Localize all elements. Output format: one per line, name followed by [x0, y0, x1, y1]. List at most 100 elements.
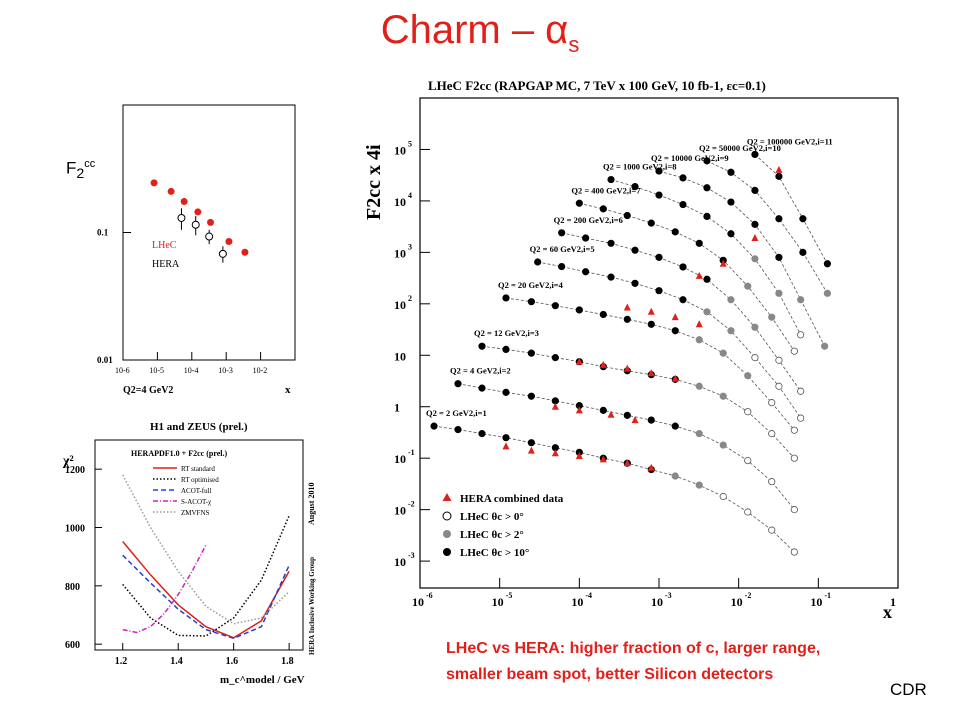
- big-series-line: [754, 154, 828, 264]
- big-point: [454, 380, 462, 388]
- big-point: [679, 200, 687, 209]
- big-point: [768, 399, 776, 407]
- big-series-label: Q2 = 1000 GeV2,i=8: [603, 162, 676, 172]
- big-series-line: [579, 202, 795, 352]
- big-series-label: Q2 = 2 GeV2,i=1: [426, 408, 487, 418]
- chi-xtick-label: 1.8: [281, 656, 294, 667]
- big-point: [775, 289, 783, 297]
- big-point: [599, 310, 607, 319]
- small-legend-hera: HERA: [152, 259, 180, 270]
- chi-series-line: [122, 474, 290, 625]
- big-series-line: [457, 383, 795, 510]
- big-series-label: Q2 = 60 GeV2,i=5: [530, 244, 595, 254]
- big-legend-label: LHeC θc > 0°: [460, 511, 524, 523]
- small-chart-ylabel: F2cc: [66, 158, 96, 183]
- big-hera-point: [607, 410, 615, 418]
- big-hera-point: [575, 452, 583, 460]
- big-legend-label: LHeC θc > 2°: [460, 529, 524, 541]
- small-xtick-label: 10-5: [149, 366, 164, 375]
- chi-title: H1 and ZEUS (prel.): [150, 421, 248, 433]
- big-series-line: [706, 160, 828, 294]
- chi-series-line: [122, 544, 207, 634]
- big-series-line: [505, 297, 795, 431]
- big-point: [751, 354, 759, 362]
- chi-ytick-label: 1000: [65, 524, 85, 535]
- big-hera-point: [502, 442, 510, 450]
- small-hera-point: [177, 213, 186, 222]
- big-point: [655, 253, 663, 261]
- big-ytick-exp: 4: [408, 191, 412, 200]
- chi-ytick-label: 1200: [65, 465, 85, 476]
- big-point: [790, 426, 798, 434]
- big-series-label: Q2 = 20 GeV2,i=4: [498, 280, 564, 290]
- big-point: [623, 315, 631, 323]
- big-xtick-exp: -3: [665, 591, 672, 600]
- big-point: [727, 198, 735, 206]
- small-ytick-label: 0.01: [97, 355, 113, 365]
- small-lhec-point: [241, 248, 249, 256]
- big-point: [727, 327, 735, 335]
- caption-line-1: LHeC vs HERA: higher fraction of c, larg…: [446, 640, 821, 657]
- big-point: [727, 230, 735, 238]
- big-point: [478, 384, 486, 392]
- caption-line-2: smaller beam spot, better Silicon detect…: [446, 666, 774, 683]
- big-point: [797, 387, 805, 395]
- big-point: [790, 454, 798, 462]
- big-point: [695, 430, 703, 438]
- chi-xtick-label: 1.4: [170, 656, 183, 667]
- big-series-line: [537, 261, 802, 419]
- big-point: [775, 215, 783, 223]
- big-point: [823, 260, 832, 268]
- big-point: [551, 354, 559, 362]
- big-series-label: Q2 = 12 GeV2,i=3: [474, 328, 539, 338]
- big-ylabel: F2cc x 4i: [363, 144, 385, 220]
- big-point: [768, 478, 776, 486]
- small-lhec-point: [207, 218, 215, 226]
- big-point: [703, 184, 711, 192]
- small-hera-point: [218, 249, 227, 258]
- big-hera-point: [551, 449, 559, 457]
- chi-legend-label: S-ACOT-χ: [181, 498, 212, 506]
- big-point: [534, 258, 542, 266]
- big-point: [551, 302, 559, 310]
- big-series-label: Q2 = 100000 GeV2,i=11: [747, 136, 833, 146]
- chi-series-line: [122, 554, 290, 640]
- chi-xlabel: m_c^model / GeV: [220, 674, 305, 686]
- small-f2cc-chart: 10-6 10-5 10-4 10-3 10-2 0.1 0.01 x Q2=4 GeV2 LHe…: [97, 104, 296, 396]
- big-ytick-label: 10: [394, 452, 406, 466]
- small-hera-point: [205, 232, 214, 241]
- big-point: [655, 167, 663, 175]
- big-point: [527, 392, 535, 400]
- big-xlabel: x: [883, 602, 892, 622]
- chi-side-group: HERA Inclusive Working Group: [308, 557, 316, 655]
- big-hera-point: [527, 446, 535, 454]
- big-point: [695, 239, 703, 247]
- big-series-label: Q2 = 400 GeV2,i=7: [571, 185, 641, 195]
- big-point: [502, 434, 510, 442]
- big-xtick-label: 10: [810, 595, 822, 609]
- big-series-label: Q2 = 50000 GeV2,i=10: [699, 143, 781, 153]
- big-point: [655, 287, 663, 295]
- big-hera-point: [695, 320, 703, 328]
- big-point: [703, 308, 711, 316]
- big-series-line: [658, 170, 825, 347]
- big-point: [607, 175, 615, 184]
- small-hera-point: [191, 220, 200, 229]
- big-xtick-exp: -6: [426, 591, 433, 600]
- chi-legend-label: RT standard: [181, 465, 215, 473]
- big-point: [478, 430, 486, 438]
- big-point: [751, 255, 759, 263]
- big-ytick-label: 10: [394, 143, 406, 157]
- big-point: [558, 262, 566, 271]
- big-series-line: [433, 425, 795, 553]
- big-point: [790, 347, 798, 355]
- big-point: [671, 327, 679, 335]
- chi-ylabel: χ²: [62, 454, 74, 469]
- big-hera-point: [623, 303, 631, 311]
- big-point: [719, 441, 727, 449]
- big-point: [775, 382, 783, 390]
- small-lhec-point: [225, 237, 233, 245]
- big-ytick-exp: -3: [408, 551, 415, 560]
- big-ytick-label: 10: [394, 246, 406, 260]
- big-ytick-label: 10: [394, 298, 406, 312]
